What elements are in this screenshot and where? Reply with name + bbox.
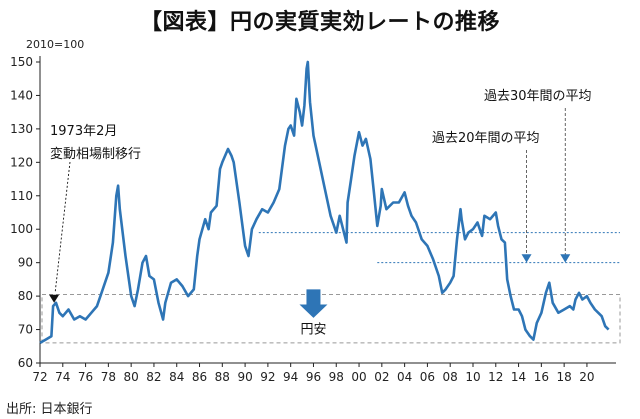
- x-tick-label: 02: [374, 370, 389, 384]
- x-tick-label: 94: [283, 370, 298, 384]
- y-tick-label: 70: [18, 323, 33, 337]
- big-down-arrow-icon: [299, 289, 328, 318]
- x-tick-label: 16: [534, 370, 549, 384]
- y-tick-label: 100: [10, 222, 33, 236]
- source-note: 出所: 日本銀行: [6, 402, 93, 417]
- x-tick-label: 74: [55, 370, 70, 384]
- x-tick-label: 06: [420, 370, 435, 384]
- y-tick-label: 120: [10, 155, 33, 169]
- series-line-real-effective-rate: [39, 60, 610, 345]
- x-tick-label: 90: [237, 370, 252, 384]
- x-tick-label: 82: [146, 370, 161, 384]
- y-tick-label: 110: [10, 189, 33, 203]
- x-tick-label: 04: [397, 370, 412, 384]
- reference-label-30y: 過去30年間の平均: [484, 89, 592, 104]
- x-tick-label: 80: [124, 370, 139, 384]
- down-arrowhead-icon: [560, 254, 571, 263]
- x-tick-label: 78: [101, 370, 116, 384]
- annotation-float-line1: 1973年2月: [50, 124, 117, 139]
- x-tick-label: 96: [306, 370, 321, 384]
- base-year-label: 2010=100: [26, 38, 84, 51]
- x-tick-label: 72: [32, 370, 47, 384]
- x-tick-label: 20: [579, 370, 594, 384]
- x-tick-label: 14: [511, 370, 526, 384]
- y-tick-label: 150: [10, 55, 33, 69]
- down-arrowhead-icon: [521, 254, 532, 263]
- annotation-yen-weak: 円安: [300, 323, 326, 338]
- x-tick-label: 08: [443, 370, 458, 384]
- y-tick-label: 130: [10, 122, 33, 136]
- down-triangle-icon: [49, 294, 60, 303]
- low-range-box: [41, 293, 621, 344]
- x-tick-label: 88: [215, 370, 230, 384]
- x-tick-label: 76: [78, 370, 93, 384]
- reference-label-20y: 過去20年間の平均: [432, 131, 540, 146]
- chart-title: 【図表】円の実質実効レートの推移: [139, 10, 500, 35]
- x-tick-label: 12: [488, 370, 503, 384]
- y-tick-label: 90: [18, 256, 33, 270]
- y-tick-label: 80: [18, 289, 33, 303]
- x-tick-label: 10: [465, 370, 480, 384]
- annotation-leader-line: [54, 161, 71, 293]
- x-tick-label: 18: [557, 370, 572, 384]
- x-tick-label: 86: [192, 370, 207, 384]
- x-tick-label: 84: [169, 370, 184, 384]
- y-tick-label: 60: [18, 356, 33, 370]
- x-tick-label: 00: [351, 370, 366, 384]
- y-tick-label: 140: [10, 88, 33, 102]
- annotation-float-line2: 変動相場制移行: [50, 146, 141, 162]
- x-tick-label: 98: [329, 370, 344, 384]
- x-tick-label: 92: [260, 370, 275, 384]
